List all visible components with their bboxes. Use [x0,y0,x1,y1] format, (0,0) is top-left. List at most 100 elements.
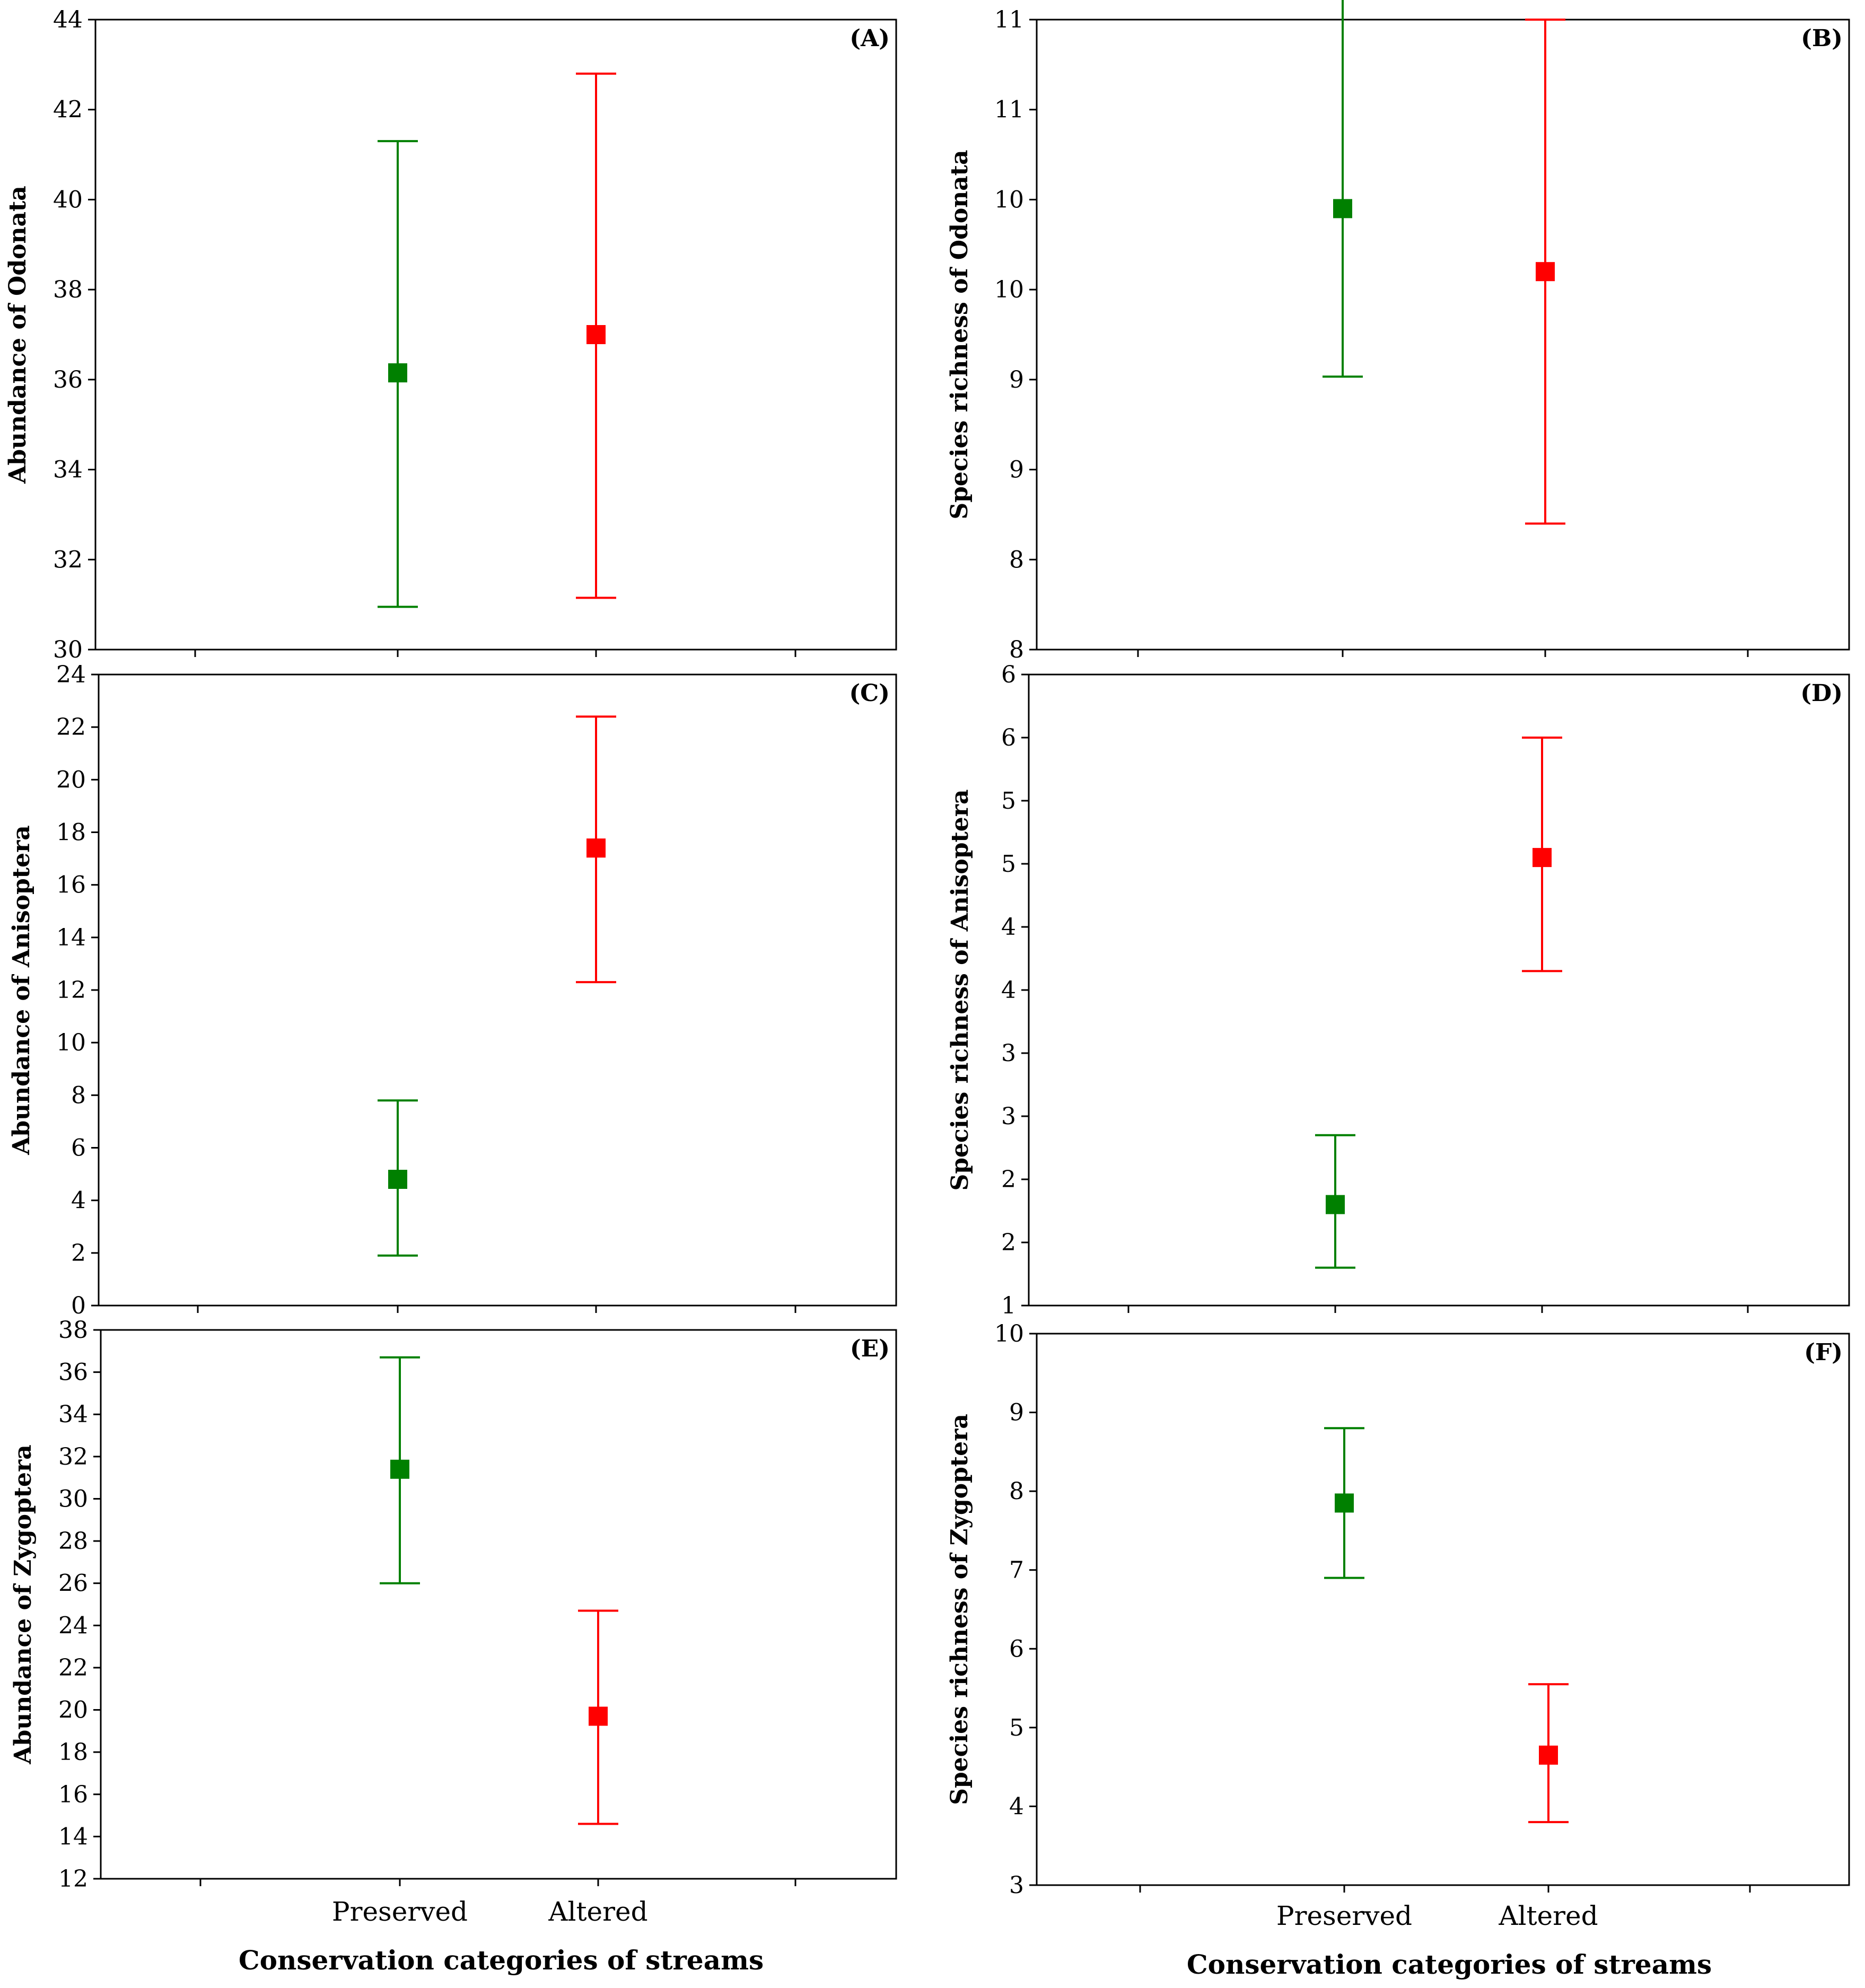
panel-e-mean-marker-preserved [390,1459,409,1479]
panel-a: 30 32 34 36 38 40 42 44 Abundance of Odonata (A) [4,6,897,663]
panel-d-y-tick-label: 3 [1001,1040,1016,1067]
panel-e-y-tick-label: 20 [58,1697,88,1724]
panel-b-y-tick-label: 9 [1009,366,1024,393]
panel-d: 1 2 2 3 3 4 4 5 5 6 6 Species richness of Anisopter… [947,661,1850,1319]
panel-b-y-axis-title: Species richness of Odonata [946,150,973,519]
panel-a-y-tick-label: 36 [53,366,83,393]
panel-d-mean-marker-preserved [1326,1195,1345,1214]
panel-f-y-tick-label: 6 [1009,1635,1024,1662]
panel-b-mean-marker-altered [1536,262,1555,282]
panel-f-y-axis-title: Species richness of Zygoptera [946,1414,973,1805]
panel-e-y-tick-label: 14 [58,1823,88,1850]
panel-e: 12 14 16 18 20 22 24 26 28 30 32 34 36 38 Abundance of… [10,1317,897,1893]
panel-b-mean-marker-preserved [1333,199,1352,218]
panel-b-y-tick-label: 8 [1009,546,1024,573]
panel-f-y-tick-label: 8 [1009,1478,1024,1505]
panel-f: 3 4 5 6 7 8 9 10 Species richness of Zygoptera (F… [946,1320,1850,1899]
panel-a-y-tick-label: 42 [53,97,83,124]
panel-d-y-tick-label: 5 [1001,787,1016,815]
panel-b-tag: (B) [1801,25,1843,52]
panel-e-y-tick-label: 24 [58,1612,88,1639]
panel-d-y-tick-label: 2 [1001,1166,1016,1193]
panel-a-frame [94,19,897,651]
panel-d-y-tick-label: 5 [1001,851,1016,878]
panel-f-y-tick-label: 4 [1009,1793,1024,1820]
panel-c-point-preserved [378,1099,418,1257]
panel-c-y-axis-title: Abundance of Anisoptera [8,825,35,1155]
panel-e-y-tick-label: 32 [58,1443,88,1470]
panel-c-y-tick-label: 24 [56,661,86,688]
panel-a-y-tick-label: 30 [53,636,83,663]
panel-c-y-tick-label: 6 [71,1135,86,1162]
x-category-label-preserved-right: Preserved [1276,1901,1412,1931]
panel-d-point-preserved [1315,1134,1355,1269]
panel-c-mean-marker-altered [586,838,606,858]
panel-e-tag: (E) [850,1335,890,1362]
x-category-label-preserved-left: Preserved [332,1896,468,1927]
panel-e-point-preserved [380,1356,420,1584]
panel-e-y-tick-label: 16 [58,1781,88,1808]
panel-d-y-tick-label: 6 [1001,724,1016,751]
panel-c-y-tick-label: 20 [56,766,86,793]
panel-a-y-tick-label: 38 [53,276,83,303]
panel-d-mean-marker-altered [1533,848,1552,868]
panel-f-mean-marker-preserved [1335,1493,1354,1513]
panel-a-y-tick-label: 44 [53,6,83,33]
panel-e-y-tick-label: 12 [58,1866,88,1893]
panel-f-y-tick-label: 10 [994,1320,1024,1347]
panel-e-frame [100,1329,897,1880]
panel-a-tag: (A) [850,25,890,52]
x-axis-title-left: Conservation categories of streams [239,1945,764,1976]
panel-d-y-tick-label: 4 [1001,977,1016,1004]
panel-d-y-tick-label: 2 [1001,1229,1016,1256]
panel-b-frame [1036,19,1850,651]
panel-c-y-tick-label: 16 [56,872,86,899]
panel-c-point-altered [576,715,616,984]
panel-b-y-tick-label: 11 [994,6,1024,33]
panel-c-y-tick-label: 0 [71,1292,86,1319]
panel-d-y-tick-label: 6 [1001,661,1016,688]
panel-e-y-tick-label: 30 [58,1485,88,1512]
panel-d-tag: (D) [1800,680,1843,707]
panel-e-y-tick-label: 26 [58,1570,88,1597]
x-category-label-altered-left: Altered [548,1896,647,1927]
panel-e-y-tick-label: 18 [58,1739,88,1766]
panel-a-y-axis-title: Abundance of Odonata [4,186,31,484]
panel-c-frame [98,673,897,1307]
panel-b-y-tick-label: 11 [994,97,1024,124]
panel-c-y-tick-label: 8 [71,1082,86,1109]
x-axis-title-right: Conservation categories of streams [1187,1949,1712,1980]
panel-e-y-tick-label: 38 [58,1317,88,1344]
panel-e-mean-marker-altered [589,1706,608,1726]
panel-b: 8 8 9 9 10 10 11 11 Species richness of Odonata (… [946,0,1850,663]
panel-d-y-tick-label: 1 [1001,1292,1016,1319]
panel-d-y-tick-label: 3 [1001,1103,1016,1130]
panel-c-y-tick-label: 2 [71,1240,86,1267]
panel-a-mean-marker-altered [586,325,606,344]
panel-b-y-tick-label: 10 [994,186,1024,213]
x-category-label-altered-right: Altered [1498,1901,1598,1931]
panel-c-tag: (C) [849,680,890,707]
panel-f-mean-marker-altered [1539,1745,1558,1765]
panel-e-y-tick-label: 34 [58,1401,88,1428]
panel-f-tag: (F) [1804,1339,1843,1366]
panel-b-y-tick-label: 10 [994,276,1024,303]
panel-b-point-altered [1525,19,1565,525]
panel-f-y-tick-label: 7 [1009,1557,1024,1584]
panel-e-y-tick-label: 22 [58,1654,88,1682]
panel-e-y-tick-label: 28 [58,1528,88,1555]
panel-d-y-axis-title: Species richness of Anisoptera [947,790,974,1191]
panel-a-y-tick-label: 32 [53,546,83,573]
panel-c-y-tick-label: 14 [56,924,86,951]
panel-c-y-tick-label: 18 [56,819,86,846]
panel-d-frame [1028,673,1850,1307]
panel-f-point-altered [1528,1683,1569,1824]
panel-d-y-tick-label: 4 [1001,914,1016,941]
panel-c-y-tick-label: 22 [56,714,86,741]
panel-c-y-tick-label: 4 [71,1187,86,1214]
panel-f-point-preserved [1324,1427,1364,1579]
panel-f-y-tick-label: 9 [1009,1399,1024,1426]
panel-f-y-tick-label: 3 [1009,1872,1024,1899]
